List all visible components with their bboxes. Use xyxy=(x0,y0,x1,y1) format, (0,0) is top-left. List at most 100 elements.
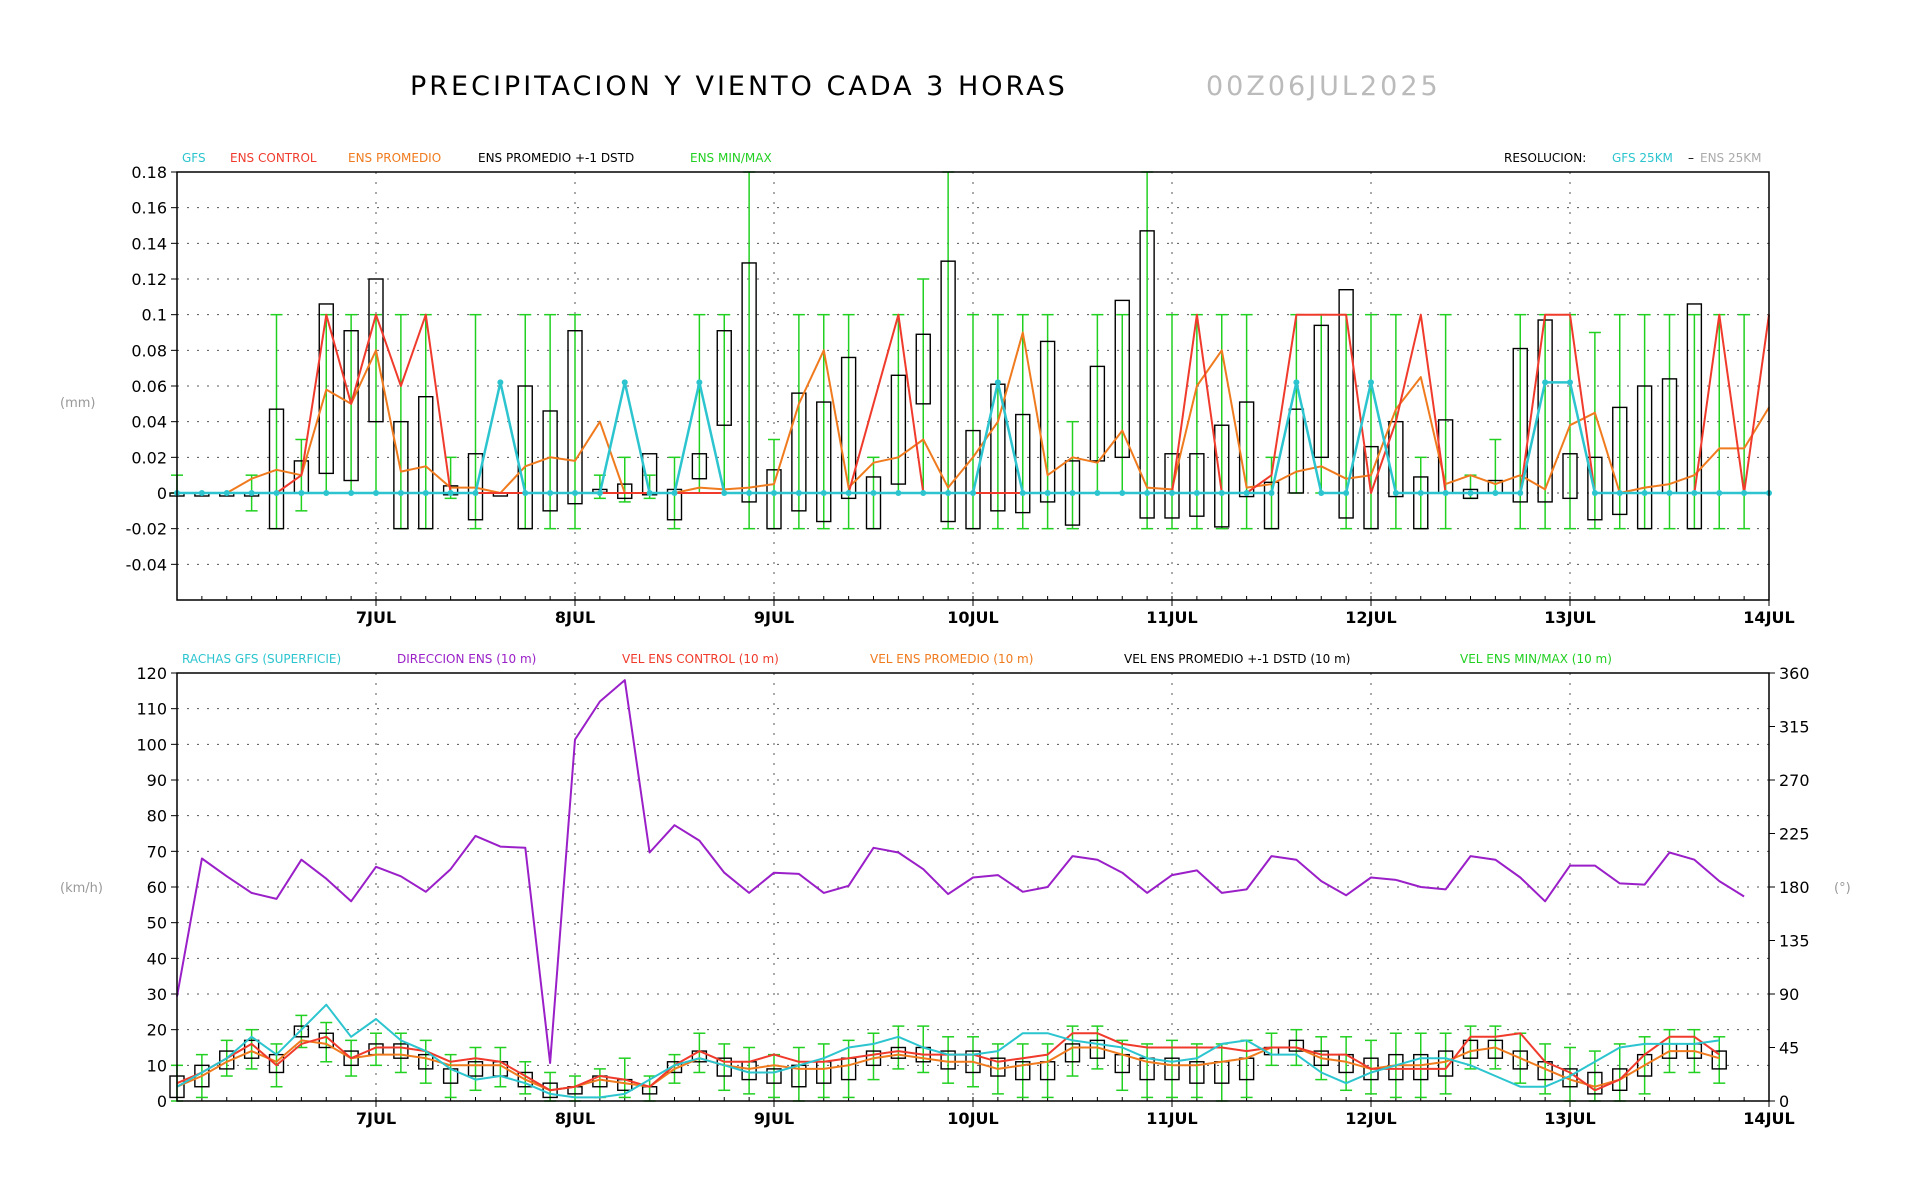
x-tick-label: 11JUL xyxy=(1146,608,1197,627)
std-box xyxy=(418,396,434,530)
legend-ens-std: ENS PROMEDIO +-1 DSTD xyxy=(478,151,634,165)
legend-ens-direction: DIRECCION ENS (10 m) xyxy=(397,652,536,666)
std-box xyxy=(1512,347,1528,503)
y-tick-label: 50 xyxy=(147,914,167,933)
y2-tick-label: 180 xyxy=(1779,878,1810,897)
gfs-gusts-line xyxy=(176,1003,1720,1099)
precip-series xyxy=(169,171,1772,530)
y-tick-label: -0.02 xyxy=(126,520,167,539)
gfs-line-point xyxy=(497,379,504,386)
gfs-line-point xyxy=(671,490,678,496)
wind-x-ticks: 7JUL 8JUL 9JUL 10JUL 11JUL 12JUL 13JUL 14JUL xyxy=(176,1097,1795,1128)
gfs-line-point xyxy=(1169,490,1175,496)
x-tick-label: 14JUL xyxy=(1743,1109,1794,1128)
legend-wind-std: VEL ENS PROMEDIO +-1 DSTD (10 m) xyxy=(1124,652,1351,666)
gfs-line-point xyxy=(298,490,305,496)
std-box xyxy=(865,476,882,530)
std-box xyxy=(542,410,558,512)
y-tick-label: 0.08 xyxy=(131,341,167,360)
gfs-line-point xyxy=(1218,490,1225,496)
y-tick-label: 80 xyxy=(147,807,167,826)
x-tick-label: 8JUL xyxy=(555,608,595,627)
y-tick-label: 120 xyxy=(136,664,167,683)
run-label: 00Z06JUL2025 xyxy=(1206,71,1441,102)
std-box xyxy=(741,262,757,503)
wind-plot-frame xyxy=(176,672,1770,1102)
y2-tick-label: 315 xyxy=(1779,718,1810,737)
gfs-line-point xyxy=(248,490,255,496)
gfs-line-point xyxy=(198,490,205,496)
std-box xyxy=(1562,453,1578,500)
std-box xyxy=(1636,385,1653,530)
std-box xyxy=(219,1050,235,1070)
y-tick-label: 110 xyxy=(136,700,167,719)
gfs-line-point xyxy=(1666,490,1673,496)
resolution-sep: – xyxy=(1688,151,1694,165)
x-tick-label: 14JUL xyxy=(1743,608,1794,627)
gfs-line-point xyxy=(1716,490,1723,496)
gfs-line-point xyxy=(323,490,330,496)
std-box xyxy=(318,303,334,475)
std-box xyxy=(1313,324,1329,459)
gfs-line-point xyxy=(522,490,529,496)
wind-y-ticks: 0 10 20 30 40 50 60 70 80 90 100 110 120 xyxy=(136,664,177,1111)
std-box xyxy=(393,1043,409,1059)
gfs-line-point xyxy=(1567,379,1573,386)
std-box xyxy=(1338,289,1354,519)
std-box xyxy=(840,356,857,500)
std-box xyxy=(1587,1071,1603,1095)
x-tick-label: 9JUL xyxy=(754,1109,794,1128)
y2-tick-label: 135 xyxy=(1779,932,1810,951)
gfs-line-point xyxy=(646,490,653,496)
gfs-line-point xyxy=(547,490,554,496)
gfs-line-point xyxy=(970,490,976,496)
y2-tick-label: 45 xyxy=(1779,1039,1799,1058)
gfs-line-point xyxy=(845,490,852,496)
x-tick-label: 12JUL xyxy=(1345,1109,1396,1128)
std-box xyxy=(691,453,708,480)
std-box xyxy=(567,330,583,505)
gfs-line-point xyxy=(472,490,479,496)
gfs-line-point xyxy=(1368,379,1374,386)
gfs-line-point xyxy=(1492,490,1499,496)
std-box xyxy=(1064,1043,1081,1063)
std-box xyxy=(940,260,956,523)
gfs-line-point xyxy=(1467,490,1474,496)
std-box xyxy=(1214,424,1230,528)
precip-x-ticks: 7JUL 8JUL 9JUL 10JUL 11JUL 12JUL 13JUL 14JUL xyxy=(176,596,1795,627)
std-box xyxy=(268,408,285,530)
gfs-line-point xyxy=(1591,490,1598,496)
legend-wind-mean: VEL ENS PROMEDIO (10 m) xyxy=(870,652,1033,666)
resolution-ens: ENS 25KM xyxy=(1700,151,1761,165)
gfs-line-point xyxy=(348,490,355,496)
ens-mean-line xyxy=(177,331,1770,494)
legend-gfs: GFS xyxy=(182,151,206,165)
gfs-line-point xyxy=(596,490,603,496)
std-box xyxy=(393,420,409,530)
std-box xyxy=(1288,1039,1305,1052)
gfs-line-point xyxy=(1641,490,1648,496)
y2-tick-label: 360 xyxy=(1779,664,1810,683)
std-box xyxy=(1612,406,1628,516)
x-tick-label: 7JUL xyxy=(356,608,396,627)
gfs-line-point xyxy=(1691,490,1698,496)
precip-y-ticks: -0.04 -0.02 0 0.02 0.04 0.06 0.08 0.1 0.12 0.14 0.… xyxy=(126,163,177,574)
ens-direction-line xyxy=(176,679,1745,1064)
gfs-line-point xyxy=(422,490,429,496)
std-box xyxy=(716,330,732,426)
gfs-line-point xyxy=(1442,490,1449,496)
std-box xyxy=(865,1050,882,1067)
y-tick-label: 0.14 xyxy=(131,234,167,253)
x-tick-label: 11JUL xyxy=(1146,1109,1197,1128)
x-tick-label: 12JUL xyxy=(1345,608,1396,627)
x-tick-label: 9JUL xyxy=(754,608,794,627)
wind-series xyxy=(169,679,1745,1102)
legend-wind-minmax: VEL ENS MIN/MAX (10 m) xyxy=(1460,652,1612,666)
wind-mean-line xyxy=(176,1039,1720,1092)
std-box xyxy=(766,1068,782,1084)
gfs-line-point xyxy=(1343,490,1350,496)
x-tick-label: 13JUL xyxy=(1544,608,1595,627)
gfs-line-point xyxy=(1019,490,1026,496)
y-tick-label: 100 xyxy=(136,735,167,754)
gfs-line-point xyxy=(895,490,902,496)
